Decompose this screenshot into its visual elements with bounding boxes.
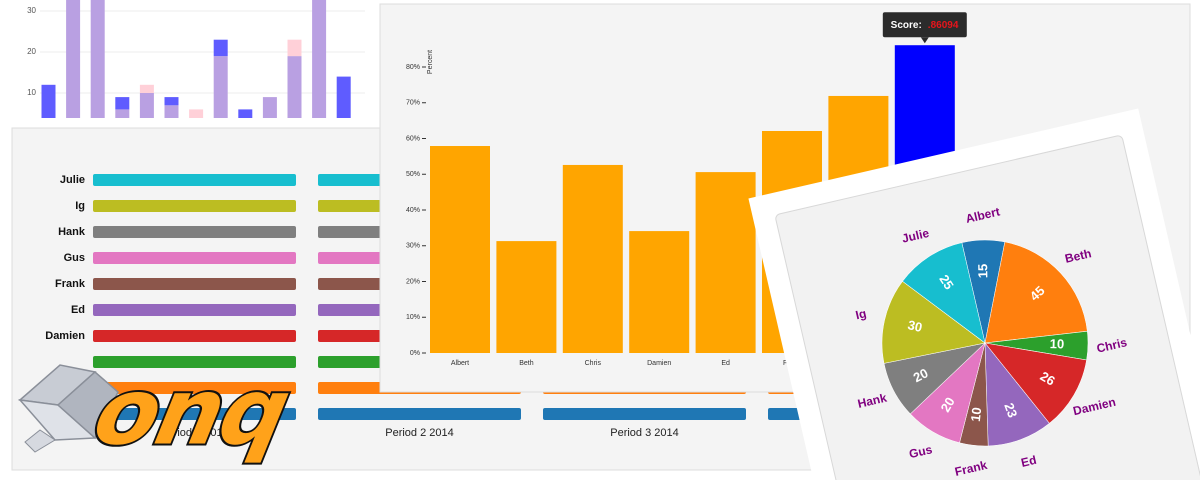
bar — [430, 146, 490, 353]
bar-segment — [312, 0, 327, 118]
x-tick-label: Albert — [451, 360, 469, 367]
pie-slice — [902, 242, 986, 344]
logo: onq — [18, 356, 311, 467]
pie-slice — [881, 280, 986, 364]
y-tick-label: 30 — [27, 6, 36, 15]
timeline-bar — [93, 330, 296, 342]
pie-label: Gus — [908, 442, 934, 461]
x-tick-label: Ed — [721, 360, 730, 367]
pie-value: 30 — [906, 317, 923, 335]
timeline-bar — [93, 408, 296, 420]
period-label: Period 1 2014 — [160, 427, 229, 439]
bar-segment — [115, 109, 130, 118]
pie-label: Hank — [856, 391, 888, 411]
bar-segment — [287, 39, 302, 57]
pie-card: Albert15Beth45Chris10Damien26Ed23Frank10… — [748, 108, 1200, 480]
row-label: Frank — [55, 278, 86, 290]
logo-icon — [24, 429, 56, 453]
bar-segment — [213, 56, 228, 118]
y-tick-label: 60% — [406, 135, 420, 142]
timeline-bar — [543, 408, 746, 420]
timeline-bar — [93, 304, 296, 316]
tooltip-arrow — [920, 37, 929, 44]
y-tick-label: 10 — [27, 88, 36, 97]
bar — [629, 231, 690, 353]
bar-segment — [238, 109, 253, 118]
pie-label: Chris — [1095, 335, 1128, 356]
pie-label: Julie — [901, 226, 931, 246]
row-label: Ed — [71, 304, 85, 316]
bar — [496, 241, 557, 353]
bar-segment — [139, 93, 154, 118]
row-label: Julie — [60, 174, 85, 186]
bar-segment — [66, 0, 81, 118]
pie-label: Ed — [1020, 453, 1038, 470]
y-tick-label: 0% — [410, 350, 420, 357]
bar-segment — [213, 39, 228, 57]
pie-value: 10 — [1050, 336, 1065, 351]
timeline-bar — [93, 252, 296, 264]
tooltip-value: .86094 — [928, 20, 959, 31]
tooltip-label: Score: — [891, 20, 922, 31]
pie-value: 20 — [938, 395, 958, 415]
pie-label: Ig — [854, 306, 868, 322]
pie-slice — [984, 241, 1088, 344]
y-tick-label: 50% — [406, 171, 420, 178]
timeline-bar — [93, 200, 296, 212]
x-tick-label: Beth — [519, 360, 534, 367]
pie-value: 23 — [1001, 401, 1020, 420]
bar-segment — [336, 76, 351, 118]
timeline-bar — [93, 174, 296, 186]
pie-value: 15 — [975, 264, 990, 279]
timeline-bar — [93, 356, 296, 368]
bar — [562, 164, 623, 353]
tooltip — [882, 12, 967, 38]
logo-text: onq — [77, 358, 309, 466]
pie-value: 20 — [911, 365, 931, 385]
bar-segment — [164, 105, 179, 118]
row-label: Hank — [58, 226, 86, 238]
bar-segment — [164, 97, 179, 106]
timeline-bar — [318, 408, 521, 420]
y-tick-label: 70% — [406, 100, 420, 107]
timeline-bar — [93, 226, 296, 238]
pie-slice — [984, 342, 1087, 424]
y-axis-label: Percent — [427, 50, 434, 74]
bar-segment — [262, 97, 277, 118]
x-tick-label: Damien — [647, 360, 671, 367]
bar-segment — [115, 97, 130, 110]
bar-segment — [189, 109, 204, 118]
top-chart: 10 20 30 — [0, 0, 370, 118]
bar-segment — [90, 0, 105, 118]
row-label: Gus — [64, 252, 85, 264]
bar-segment — [287, 56, 302, 118]
pie-value: 25 — [936, 272, 956, 292]
y-tick-label: 80% — [406, 64, 420, 71]
row-label: Damien — [45, 330, 85, 342]
period-label: Period 3 2014 — [610, 427, 679, 439]
y-tick-label: 40% — [406, 207, 420, 214]
bar-segment — [41, 84, 56, 118]
bar — [695, 172, 756, 353]
pie-value: 26 — [1038, 368, 1058, 388]
y-tick-label: 20% — [406, 278, 420, 285]
row-label: Ig — [75, 200, 85, 212]
y-tick-label: 10% — [406, 314, 420, 321]
period-label: Period 2 2014 — [385, 427, 454, 439]
timeline-bar — [93, 382, 296, 394]
x-tick-label: Chris — [585, 360, 602, 367]
bar-segment — [139, 84, 154, 93]
panel — [0, 0, 370, 118]
logo-icon — [56, 371, 119, 440]
y-tick-label: 20 — [27, 47, 36, 56]
timeline-bar — [93, 278, 296, 290]
pie-value: 10 — [968, 406, 984, 422]
pie-label: Beth — [1064, 246, 1093, 266]
y-tick-label: 30% — [406, 243, 420, 250]
